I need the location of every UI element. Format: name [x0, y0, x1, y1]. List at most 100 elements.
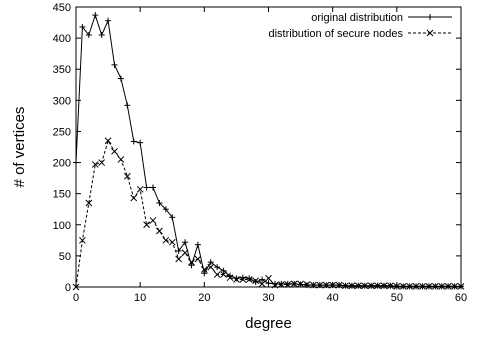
data-point-secure	[348, 282, 356, 290]
series-layer	[72, 12, 465, 291]
legend-label-original: original distribution	[311, 12, 403, 24]
data-point-secure	[380, 282, 388, 290]
data-point-secure	[438, 283, 446, 290]
data-point-original	[150, 184, 156, 191]
data-point-original	[105, 17, 112, 24]
data-point-original	[271, 280, 278, 287]
data-point-secure	[85, 199, 93, 207]
data-point-original	[85, 32, 92, 38]
data-point-secure	[290, 280, 298, 288]
series-line-secure	[75, 139, 461, 288]
x-tick-label: 50	[391, 292, 403, 304]
data-point-original	[98, 32, 105, 38]
data-point-secure	[342, 282, 349, 290]
data-point-secure	[79, 236, 86, 244]
data-point-secure	[207, 263, 215, 271]
data-point-secure	[387, 282, 394, 290]
data-point-secure	[451, 283, 458, 290]
data-point-secure	[406, 283, 414, 290]
data-point-original	[214, 264, 221, 271]
legend-label-secure: distribution of secure nodes	[268, 28, 403, 40]
data-point-secure	[91, 161, 99, 168]
data-point-original	[79, 23, 86, 30]
plot-frame	[75, 6, 462, 288]
data-point-secure	[104, 137, 112, 145]
y-tick-label: 50	[59, 251, 71, 263]
data-point-secure	[239, 276, 247, 283]
data-point-secure	[98, 159, 106, 166]
data-point-secure	[194, 255, 202, 263]
series-line-original	[75, 13, 461, 287]
x-tick-label: 30	[262, 292, 274, 304]
data-point-secure	[374, 282, 381, 290]
data-point-secure	[399, 283, 407, 290]
x-tick-label: 20	[198, 292, 210, 304]
x-tick-label: 40	[327, 292, 339, 304]
data-point-original	[233, 275, 240, 282]
x-tick-label: 60	[455, 292, 467, 304]
data-point-secure	[258, 280, 266, 288]
legend-sample-original	[408, 14, 452, 20]
data-point-original	[220, 267, 227, 274]
y-tick-label: 250	[53, 126, 71, 138]
data-point-secure	[361, 282, 369, 290]
data-point-secure	[393, 283, 401, 290]
data-point-secure	[143, 221, 150, 229]
data-point-secure	[181, 249, 189, 257]
data-point-original	[162, 206, 169, 213]
data-point-secure	[123, 172, 131, 180]
data-point-original	[182, 239, 189, 246]
data-point-original	[169, 214, 176, 221]
y-axis-title: # of vertices	[11, 107, 28, 188]
data-point-original	[259, 276, 266, 283]
data-point-secure	[425, 283, 433, 290]
data-point-secure	[367, 282, 375, 290]
data-point-secure	[419, 283, 426, 290]
data-point-secure	[200, 266, 208, 273]
data-point-secure	[149, 217, 157, 224]
data-point-original	[124, 102, 131, 109]
data-point-original	[207, 259, 214, 266]
data-point-original	[201, 270, 208, 277]
data-point-original	[175, 247, 182, 254]
data-point-original	[246, 275, 253, 282]
y-tick-label: 400	[53, 33, 71, 45]
data-point-secure	[297, 280, 304, 288]
data-point-secure	[175, 255, 183, 263]
data-point-secure	[265, 274, 272, 282]
data-point-secure	[226, 274, 234, 282]
y-tick-label: 350	[53, 64, 71, 76]
data-point-secure	[111, 148, 118, 155]
data-point-secure	[162, 236, 170, 244]
ticks-layer: 0 10 20 30 40 50 60 0 50 100 150 200 250 300 350 400 450	[53, 2, 467, 304]
legend: original distribution distribution of se…	[268, 12, 452, 40]
data-point-secure	[117, 156, 125, 163]
x-axis-title: degree	[245, 315, 292, 332]
data-point-secure	[213, 271, 221, 278]
y-tick-label: 100	[53, 220, 71, 232]
data-point-original	[137, 139, 144, 146]
data-point-secure	[188, 258, 195, 266]
data-point-secure	[431, 283, 439, 290]
data-point-secure	[136, 185, 144, 193]
data-point-original	[252, 279, 259, 286]
y-tick-label: 0	[65, 282, 71, 294]
data-point-original	[194, 241, 201, 248]
data-point-original	[156, 200, 163, 206]
data-point-original	[188, 262, 195, 269]
data-point-original	[265, 280, 272, 287]
data-point-original	[111, 61, 118, 68]
data-point-secure	[168, 238, 176, 246]
data-point-secure	[245, 276, 253, 283]
data-point-original	[143, 184, 150, 191]
data-point-original	[117, 75, 124, 82]
y-tick-label: 300	[53, 95, 71, 107]
data-point-secure	[412, 283, 420, 290]
y-tick-label: 200	[53, 158, 71, 170]
data-point-original	[130, 138, 137, 145]
data-point-secure	[444, 283, 452, 290]
x-tick-label: 0	[73, 292, 79, 304]
x-tick-label: 10	[134, 292, 146, 304]
legend-sample-secure	[408, 29, 452, 37]
